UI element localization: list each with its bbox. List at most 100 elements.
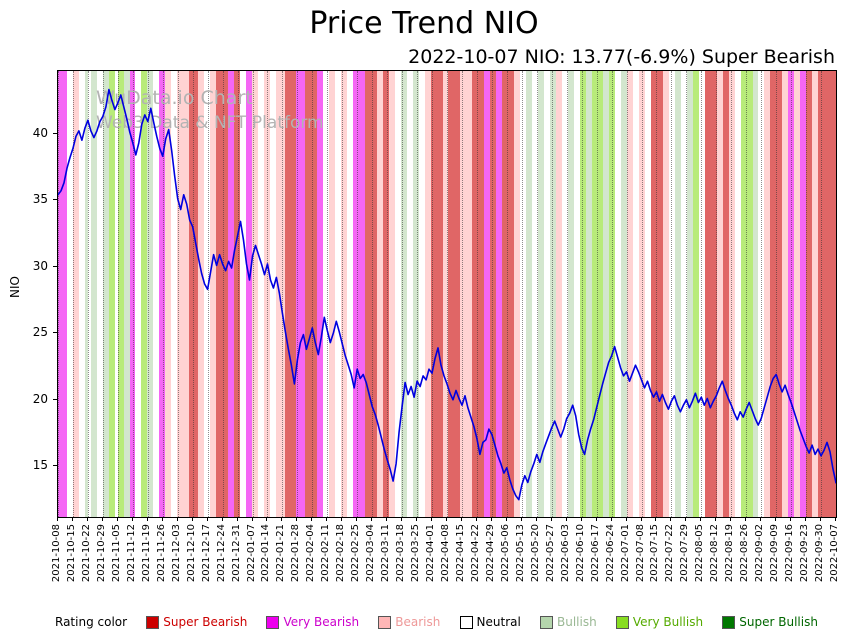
x-tick-mark	[520, 517, 522, 521]
x-tick-label: 2022-04-29	[484, 524, 496, 583]
x-tick-label: 2021-12-24	[215, 524, 227, 583]
x-tick-mark	[386, 517, 388, 521]
rating-band-bullish	[537, 71, 544, 517]
x-tick-label: 2022-07-08	[634, 524, 646, 583]
x-tick-mark	[116, 517, 118, 521]
y-tick-mark	[53, 199, 57, 201]
rating-band-bearish	[376, 71, 383, 517]
rating-band-bullish	[549, 71, 556, 517]
gridline	[611, 71, 613, 517]
x-tick-mark	[71, 517, 73, 521]
gridline	[461, 71, 463, 517]
x-tick-label: 2021-10-15	[65, 524, 77, 583]
x-tick-label: 2022-07-22	[664, 524, 676, 583]
x-tick-label: 2021-10-22	[80, 524, 92, 583]
y-tick-label: 25	[32, 325, 48, 340]
x-tick-mark	[131, 517, 133, 521]
x-tick-mark	[775, 517, 777, 521]
x-tick-mark	[565, 517, 567, 521]
x-tick-label: 2022-09-30	[814, 524, 826, 583]
x-tick-mark	[371, 517, 373, 521]
legend-item-super-bearish: Super Bearish	[146, 615, 247, 629]
price-line-chart	[58, 88, 836, 501]
rating-band-super-bearish	[284, 71, 297, 517]
x-tick-mark	[326, 517, 328, 521]
legend-label-very-bearish: Very Bearish	[283, 615, 360, 629]
x-tick-mark	[401, 517, 403, 521]
gridline	[686, 71, 688, 517]
legend-label-very-bullish: Very Bullish	[632, 615, 704, 629]
x-tick-mark	[820, 517, 822, 521]
x-tick-mark	[356, 517, 358, 521]
gridline	[132, 71, 134, 517]
rating-band-bullish	[525, 71, 532, 517]
rating-band-super-bearish	[704, 71, 717, 517]
rating-band-bearish	[329, 71, 336, 517]
rating-band-bullish	[84, 71, 88, 517]
gridline	[716, 71, 718, 517]
y-tick-mark	[53, 132, 57, 134]
gridline	[761, 71, 763, 517]
gridline	[402, 71, 404, 517]
x-tick-mark	[251, 517, 253, 521]
rating-band-very-bearish	[353, 71, 366, 517]
x-tick-label: 2022-01-14	[260, 524, 272, 583]
chart-title: Price Trend NIO	[309, 6, 539, 41]
rating-band-bearish	[341, 71, 348, 517]
x-tick-label: 2022-02-04	[305, 524, 317, 583]
x-tick-mark	[296, 517, 298, 521]
x-tick-mark	[835, 517, 836, 521]
legend-label-bullish: Bullish	[557, 615, 597, 629]
x-tick-label: 2022-09-16	[784, 524, 796, 583]
x-tick-mark	[760, 517, 762, 521]
rating-band-bullish	[123, 71, 130, 517]
gridline	[641, 71, 643, 517]
x-tick-mark	[505, 517, 507, 521]
y-tick-label: 35	[32, 192, 48, 207]
x-tick-mark	[266, 517, 268, 521]
x-tick-label: 2022-07-15	[649, 524, 661, 583]
rating-band-bearish	[210, 71, 216, 517]
y-tick-mark	[53, 398, 57, 400]
legend-swatch-super-bearish	[146, 615, 160, 629]
x-tick-mark	[475, 517, 477, 521]
x-tick-mark	[550, 517, 552, 521]
legend-item-super-bullish: Super Bullish	[722, 615, 818, 629]
legend-item-bullish: Bullish	[540, 615, 597, 629]
x-tick-mark	[341, 517, 343, 521]
gridline	[87, 71, 89, 517]
rating-band-bearish	[555, 71, 562, 517]
rating-band-super-bearish	[722, 71, 729, 517]
x-tick-label: 2022-08-19	[724, 524, 736, 583]
rating-band-bearish	[663, 71, 670, 517]
gridline	[521, 71, 523, 517]
rating-band-very-bearish	[296, 71, 306, 517]
rating-band-bearish	[72, 71, 79, 517]
x-tick-label: 2022-08-12	[709, 524, 721, 583]
legend-swatch-very-bullish	[615, 615, 629, 629]
rating-band-bullish	[90, 71, 97, 517]
rating-band-bearish	[251, 71, 258, 517]
x-tick-mark	[745, 517, 747, 521]
rating-band-bearish	[782, 71, 789, 517]
rating-band-super-bearish	[502, 71, 515, 517]
gridline	[551, 71, 553, 517]
y-tick-mark	[53, 465, 57, 467]
gridline	[162, 71, 164, 517]
rating-band-bearish	[460, 71, 473, 517]
x-tick-mark	[655, 517, 657, 521]
rating-band-super-bearish	[233, 71, 240, 517]
legend-label-bearish: Bearish	[395, 615, 441, 629]
x-tick-mark	[730, 517, 732, 521]
x-tick-label: 2022-05-27	[544, 524, 556, 583]
gridline	[357, 71, 359, 517]
gridline	[701, 71, 703, 517]
gridline	[731, 71, 733, 517]
x-tick-mark	[535, 517, 537, 521]
rating-band-very-bearish	[129, 71, 136, 517]
x-tick-label: 2022-09-02	[754, 524, 766, 583]
rating-band-very-bearish	[159, 71, 166, 517]
gridline	[566, 71, 568, 517]
gridline	[237, 71, 239, 517]
